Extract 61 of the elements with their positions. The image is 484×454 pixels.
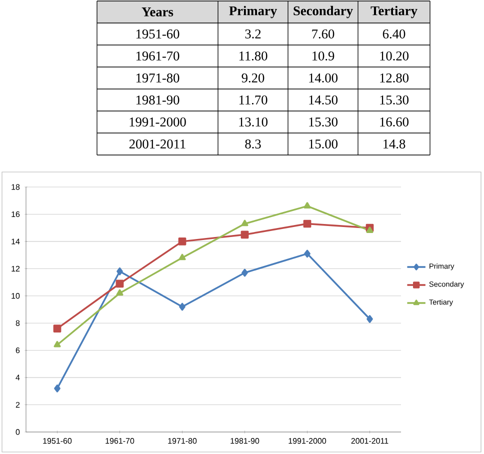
point	[54, 340, 61, 348]
point	[242, 268, 248, 277]
point	[241, 220, 248, 226]
data-label: 14.50	[309, 95, 338, 105]
data-label: 15.00	[309, 139, 338, 149]
data-label: 14.00	[309, 73, 338, 83]
text: Tertiary	[370, 6, 418, 18]
category-label: 1971-80	[136, 74, 180, 82]
category-label: 1961-70	[136, 52, 180, 60]
data-label: 14.8	[384, 139, 406, 149]
y-tick-label: 8	[16, 320, 20, 326]
y-tick-label: 16	[12, 211, 20, 218]
point	[116, 280, 124, 288]
data-label: 7.60	[312, 29, 334, 39]
y-tick-label: 0	[16, 429, 20, 435]
data-label: 15.30	[309, 117, 338, 127]
data-label: 11.70	[239, 95, 268, 105]
x-tick-label: 2001-2011	[351, 438, 388, 444]
x-tick-label: 1981-90	[230, 438, 260, 444]
data-label: 13.10	[239, 117, 268, 127]
y-tick-label: 12	[12, 266, 20, 272]
category-label: 1981-90	[136, 96, 180, 104]
y-tick-label: 14	[12, 238, 20, 244]
point	[53, 324, 62, 332]
data-label: 10.20	[380, 51, 409, 61]
data-label: 8.3	[245, 139, 261, 149]
y-tick-label: 2	[16, 402, 20, 408]
text: Secondary	[294, 6, 353, 18]
x-tick-label: 1961-70	[106, 438, 134, 444]
point	[178, 254, 186, 260]
category-label: 1991-2000	[130, 118, 186, 126]
text: Years	[142, 8, 174, 16]
x-tick-label: 1971-80	[168, 438, 197, 444]
point	[304, 202, 311, 208]
x-tick-label: 1991-2000	[288, 438, 326, 444]
point	[179, 302, 186, 311]
text: Primary	[229, 6, 277, 18]
y-tick-label: 4	[16, 374, 20, 380]
data-label: 6.40	[382, 29, 406, 39]
data-label: 9.20	[242, 73, 264, 83]
category-label: 1951-60	[136, 30, 180, 38]
point	[116, 289, 124, 296]
point	[178, 238, 186, 246]
y-tick-label: 10	[12, 293, 20, 299]
data-label: 12.80	[380, 73, 409, 83]
point	[303, 220, 312, 228]
data-label: 3.2	[245, 29, 261, 39]
y-tick-label: 6	[16, 348, 20, 354]
y-tick-label: 18	[12, 184, 20, 190]
data-label: 10.9	[312, 51, 334, 61]
category-label: 2001-2011	[129, 140, 186, 148]
data-label: 11.80	[239, 51, 268, 61]
data-label: 15.30	[380, 95, 409, 105]
point	[116, 267, 123, 276]
x-tick-label: 1951-60	[43, 438, 72, 444]
point	[366, 226, 374, 233]
point	[54, 384, 60, 392]
point	[304, 250, 310, 258]
point	[240, 230, 249, 239]
data-label: 16.60	[380, 117, 409, 127]
point	[366, 315, 373, 323]
